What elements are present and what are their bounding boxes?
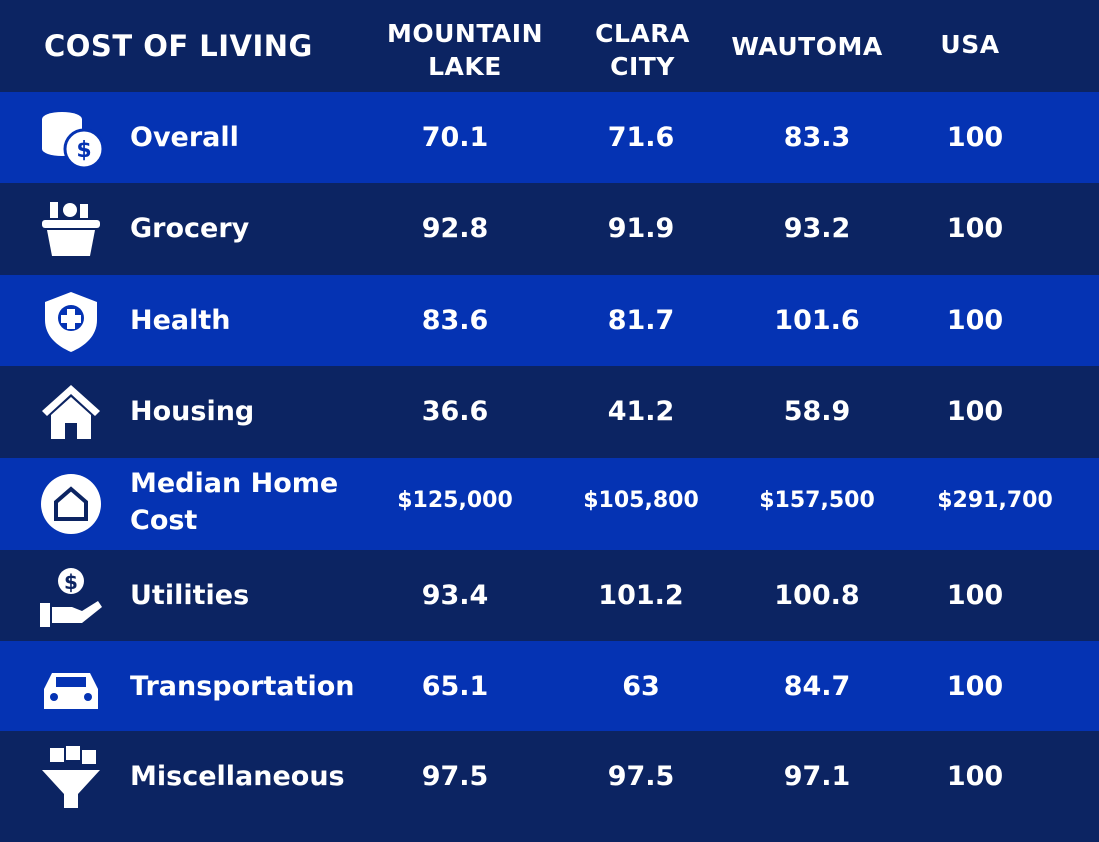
cell-value: 101.2	[598, 580, 684, 611]
table-row: $ Overall 70.1 71.6 83.3 100	[0, 92, 1099, 183]
cell-value: 100	[946, 761, 1004, 792]
cell-value: 91.9	[607, 213, 675, 244]
row-label: Housing	[130, 396, 255, 427]
cell-value: 65.1	[421, 671, 489, 702]
table-row: Miscellaneous 97.5 97.5 97.1 100	[0, 731, 1099, 842]
cell-value: 100	[946, 580, 1004, 611]
cell-value: 36.6	[421, 396, 489, 427]
row-icon	[42, 202, 100, 256]
table-row: Housing 36.6 41.2 58.9 100	[0, 366, 1099, 458]
cell-value: 84.7	[783, 671, 851, 702]
table-row: Median Home Cost $125,000 $105,800 $157,500…	[0, 458, 1099, 550]
cell-value: 71.6	[607, 122, 675, 153]
cell-value: 97.1	[783, 761, 851, 792]
column-header: WAUTOMA	[731, 32, 883, 61]
cell-value: $291,700	[937, 488, 1053, 513]
cell-value: 100	[946, 122, 1004, 153]
column-header: CLARA CITY	[595, 19, 690, 81]
row-label: Median Home Cost	[130, 468, 339, 536]
row-label: Health	[130, 305, 231, 336]
column-header: MOUNTAIN LAKE	[386, 19, 544, 81]
cell-value: 70.1	[421, 122, 489, 153]
cell-value: 92.8	[421, 213, 489, 244]
cell-value: 81.7	[607, 305, 675, 336]
cell-value: 83.3	[783, 122, 851, 153]
cell-value: 41.2	[607, 396, 675, 427]
cell-value: 58.9	[783, 396, 851, 427]
table-row: Grocery 92.8 91.9 93.2 100	[0, 183, 1099, 275]
column-header: USA	[940, 30, 1000, 59]
cell-value: 97.5	[607, 761, 675, 792]
cell-value: $105,800	[583, 488, 699, 513]
row-icon: $	[40, 567, 102, 627]
row-label: Miscellaneous	[130, 761, 345, 792]
table-row: Health 83.6 81.7 101.6 100	[0, 275, 1099, 366]
svg-text:$: $	[76, 138, 91, 163]
header-bar	[0, 0, 1099, 92]
cell-value: 100	[946, 213, 1004, 244]
table-row: $ Utilities 93.4 101.2 100.8 100	[0, 550, 1099, 641]
cell-value: 100.8	[774, 580, 860, 611]
table-title: COST OF LIVING	[44, 29, 313, 63]
cell-value: 93.2	[783, 213, 851, 244]
cell-value: 63	[622, 671, 660, 702]
row-label: Overall	[130, 122, 239, 153]
row-label: Utilities	[130, 580, 250, 611]
cell-value: 83.6	[421, 305, 489, 336]
row-icon	[45, 291, 97, 352]
svg-text:$: $	[64, 570, 78, 594]
row-icon	[41, 474, 101, 534]
cell-value: 100	[946, 671, 1004, 702]
cell-value: 97.5	[421, 761, 489, 792]
cell-value: 93.4	[421, 580, 489, 611]
table-row: Transportation 65.1 63 84.7 100	[0, 641, 1099, 731]
row-icon: $	[42, 111, 104, 169]
row-label: Transportation	[130, 671, 355, 702]
cell-value: 100	[946, 396, 1004, 427]
row-icon	[42, 746, 100, 808]
row-icon	[42, 385, 100, 439]
row-label: Grocery	[130, 213, 250, 244]
cell-value: 100	[946, 305, 1004, 336]
cell-value: 101.6	[774, 305, 860, 336]
cell-value: $157,500	[759, 488, 875, 513]
cell-value: $125,000	[397, 488, 513, 513]
row-icon	[44, 673, 98, 709]
